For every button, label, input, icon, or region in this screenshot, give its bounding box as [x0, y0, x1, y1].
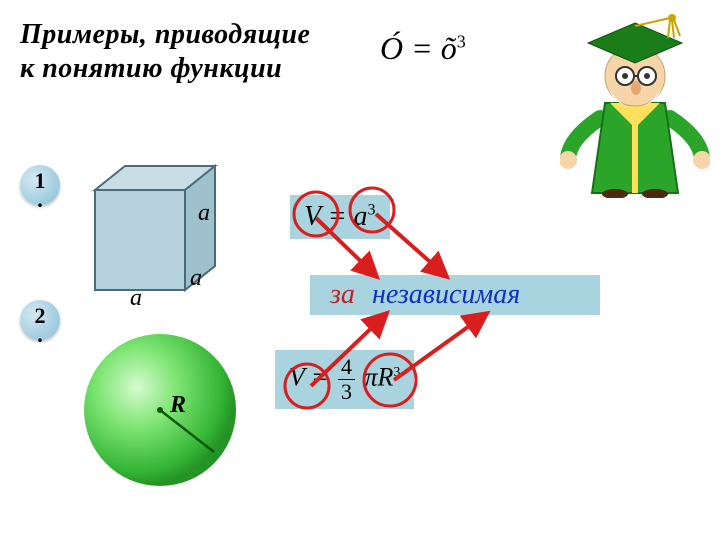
title-line-2: к понятию функции	[20, 53, 282, 84]
label-independent: независимая	[372, 279, 520, 310]
slide: Примеры, приводящие к понятию функции Ó …	[0, 0, 720, 540]
formula-sphere-volume: V = 43 πR3	[275, 350, 414, 409]
cube-edge-label-side: а	[198, 200, 210, 227]
top-formula: Ó = õ3	[380, 30, 466, 67]
cube-edge-label-bottom: а	[130, 285, 142, 312]
cube-icon	[85, 160, 235, 300]
bullet-2: 2 .	[20, 300, 60, 340]
page-title: Примеры, приводящие к понятию функции	[20, 18, 310, 85]
cube-edge-label-depth: а	[190, 265, 202, 292]
formula-rhs: õ3	[441, 30, 466, 66]
radius-label: R	[170, 392, 186, 419]
bullet-1-dot: .	[20, 187, 60, 213]
variable-label-box: за независимая	[310, 275, 600, 315]
bullet-1: 1 .	[20, 165, 60, 205]
title-line-1: Примеры, приводящие	[20, 19, 310, 50]
formula-cube-volume: V = a3	[290, 195, 390, 239]
label-dependent: за	[330, 279, 355, 310]
sphere-icon	[80, 330, 240, 490]
formula-lhs: Ó	[380, 30, 403, 66]
formula-eq: =	[411, 30, 441, 66]
mascot-icon	[560, 8, 710, 198]
bullet-2-dot: .	[20, 322, 60, 348]
